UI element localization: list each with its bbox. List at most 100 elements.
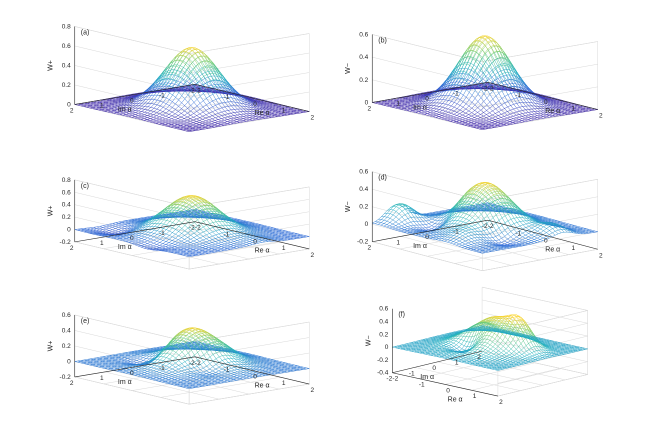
z-axis-label: W− [345, 63, 352, 74]
surface-mesh [392, 314, 588, 371]
y-tick-label: 0 [130, 97, 134, 104]
z-tick-label: -0.2 [60, 239, 72, 246]
y-axis-label: Im α [413, 243, 427, 250]
x-tick-label: 2 [599, 113, 603, 120]
x-tick-label: 1 [571, 106, 575, 113]
x-tick-label: 1 [282, 380, 286, 387]
surface-panel-2: 0 0.2 0.4 0.6 W− 2 1 0 -1 -2 -2 -1 0 1 2 Im α Re α (b) [345, 31, 603, 131]
surface-mesh [74, 195, 310, 257]
y-tick-label: -1 [159, 365, 165, 372]
z-tick-label: 0.2 [62, 343, 71, 350]
z-tick-label: 0.4 [62, 62, 71, 69]
z-tick-label: 0.2 [359, 77, 368, 84]
x-tick-label: 1 [571, 245, 575, 252]
x-tick-label: 0 [253, 101, 257, 108]
x-axis-label: Re α [255, 382, 270, 389]
y-tick-label: 1 [396, 100, 400, 107]
x-tick-label: -2 [392, 376, 398, 383]
y-axis-label: Im α [118, 379, 132, 386]
z-tick-label: 0.2 [62, 214, 71, 221]
z-axis-label: W− [365, 335, 372, 346]
surface-panel-4: -0.2 0 0.2 0.4 0.6 W− 2 1 0 -1 -2 -2 -1 0 1 2 Im α Re α (d… [345, 169, 603, 272]
y-tick-label: 0 [130, 370, 134, 377]
x-tick-label: 0 [253, 373, 257, 380]
z-tick-label: 0 [385, 344, 389, 351]
x-tick-label: 2 [310, 252, 314, 259]
surface-panel-6: -0.4 -0.2 0 0.2 0.4 0.6 W− 2 1 0 -1 -2 -2 -1 0 1 2 Im α Re… [365, 286, 588, 406]
x-tick-label: -1 [515, 230, 521, 237]
x-axis-label: Re α [448, 396, 463, 403]
y-tick-label: 2 [367, 105, 371, 112]
y-axis-label: Im α [413, 104, 427, 111]
y-tick-label: -2 [189, 225, 195, 232]
z-tick-label: 0.8 [62, 177, 71, 184]
y-tick-label: 1 [396, 239, 400, 246]
y-tick-label: -1 [409, 370, 415, 377]
x-tick-label: 1 [282, 108, 286, 115]
z-tick-label: -0.2 [60, 374, 72, 381]
panel-label: (c) [81, 183, 89, 190]
y-tick-label: 2 [70, 380, 74, 387]
x-tick-label: -1 [224, 232, 230, 239]
x-tick-label: -2 [488, 223, 494, 230]
y-tick-label: -1 [159, 92, 165, 99]
z-tick-label: 0.6 [359, 169, 368, 176]
z-axis-label: W− [345, 201, 352, 212]
z-tick-label: -0.2 [377, 357, 389, 364]
x-tick-label: -2 [195, 87, 201, 94]
x-tick-label: 2 [310, 115, 314, 122]
y-tick-label: 1 [455, 360, 459, 367]
y-tick-label: -2 [386, 376, 392, 383]
axes: -0.2 0 0.2 0.4 0.6 W+ 2 1 0 -1 -2 -2 -1 0 1 2 Im α Re α [48, 312, 315, 394]
y-tick-label: 2 [70, 245, 74, 252]
y-tick-label: -2 [189, 360, 195, 367]
x-tick-label: -1 [224, 367, 230, 374]
z-tick-label: 0 [67, 358, 71, 365]
x-axis-label: Re α [255, 247, 270, 254]
z-axis-label: W+ [48, 341, 55, 352]
panel-label: (d) [378, 175, 387, 182]
z-tick-label: 0.2 [359, 204, 368, 211]
z-tick-label: 0.4 [379, 319, 388, 326]
z-tick-label: 0.4 [62, 202, 71, 209]
z-tick-label: 0.2 [62, 82, 71, 89]
y-tick-label: -2 [482, 85, 488, 92]
x-tick-label: 2 [599, 252, 603, 259]
z-tick-label: 0.4 [359, 54, 368, 61]
surface-panel-1: 0 0.2 0.4 0.6 0.8 W+ 2 1 0 -1 -2 -2 -1 0 1 2 Im α Re α (a) [48, 23, 315, 133]
y-tick-label: -2 [482, 223, 488, 230]
y-axis-label: Im α [118, 106, 132, 113]
y-axis-label: Im α [118, 244, 132, 251]
y-tick-label: 0 [130, 235, 134, 242]
z-tick-label: 0 [67, 101, 71, 108]
z-tick-label: 0.2 [379, 331, 388, 338]
z-tick-label: 0 [67, 226, 71, 233]
panel-label: (b) [378, 37, 387, 44]
z-tick-label: 0.4 [359, 186, 368, 193]
x-tick-label: 0 [446, 387, 450, 394]
x-tick-label: 1 [473, 393, 477, 400]
y-tick-label: 0 [432, 365, 436, 372]
panel-label: (f) [398, 312, 405, 319]
x-tick-label: -1 [224, 94, 230, 101]
x-tick-label: 2 [499, 399, 503, 406]
surface-mesh [74, 47, 310, 132]
x-tick-label: -2 [195, 360, 201, 367]
z-axis-label: W+ [48, 60, 55, 71]
z-tick-label: 0 [365, 221, 369, 228]
surface-mesh [372, 182, 598, 254]
y-tick-label: -1 [159, 230, 165, 237]
axes: 0 0.2 0.4 0.6 0.8 W+ 2 1 0 -1 -2 -2 -1 0 1 2 Im α Re α [48, 23, 315, 121]
z-tick-label: 0.4 [62, 327, 71, 334]
z-tick-label: 0.6 [62, 189, 71, 196]
y-tick-label: -1 [453, 229, 459, 236]
y-tick-label: -1 [453, 90, 459, 97]
x-tick-label: 0 [544, 99, 548, 106]
x-axis-label: Re α [545, 108, 560, 115]
x-tick-label: -1 [515, 92, 521, 99]
z-axis-label: W+ [48, 206, 55, 217]
y-tick-label: 2 [477, 354, 481, 361]
y-tick-label: 0 [425, 95, 429, 102]
surface-mesh [74, 327, 310, 389]
